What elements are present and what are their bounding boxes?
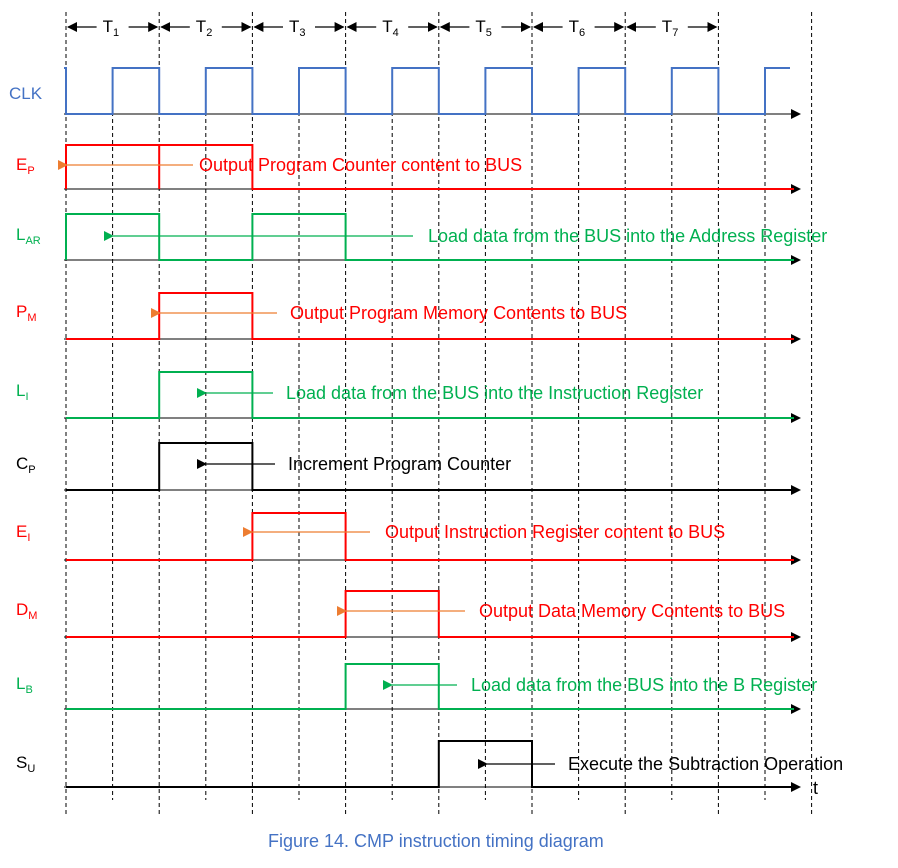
signal-label: CP: [16, 454, 36, 476]
waveform: [66, 663, 794, 710]
period-label: T3: [289, 17, 306, 39]
signal-pm: PM Output Program Memory Contents to BUS: [16, 292, 801, 344]
signal-annotation: Output Program Memory Contents to BUS: [290, 303, 627, 323]
figure-caption: Figure 14. CMP instruction timing diagra…: [268, 831, 604, 851]
waveform: [64, 67, 790, 115]
signal-lar: LAR Load data from the BUS into the Addre…: [16, 213, 827, 265]
period-label: T1: [103, 17, 120, 39]
signal-traces: CLK EP Output Program Counter content to B…: [9, 67, 843, 792]
signal-label: EP: [16, 155, 35, 177]
signal-label: LB: [16, 674, 33, 696]
waveform: [65, 213, 794, 261]
signal-su: SU Execute the Subtraction Operation: [16, 740, 843, 792]
signal-annotation: Load data from the BUS into the B Regist…: [471, 675, 817, 695]
waveform: [66, 371, 794, 419]
signal-label: CLK: [9, 84, 43, 103]
signal-label: EI: [16, 522, 30, 544]
signal-annotation: Output Data Memory Contents to BUS: [479, 601, 785, 621]
period-label: T2: [196, 17, 213, 39]
signal-clk: CLK: [9, 67, 801, 119]
signal-annotation: Output Instruction Register content to B…: [385, 522, 725, 542]
time-axis-label: t: [813, 778, 818, 798]
signal-ei: EI Output Instruction Register content to…: [16, 512, 801, 565]
signal-label: LI: [16, 381, 29, 403]
signal-cp: CP Increment Program Counter: [16, 442, 801, 495]
signal-label: PM: [16, 302, 37, 324]
signal-annotation: Load data from the BUS into the Instruct…: [286, 383, 703, 403]
waveform: [66, 512, 794, 561]
signal-annotation: Increment Program Counter: [288, 454, 511, 474]
signal-annotation: Load data from the BUS into the Address …: [428, 226, 827, 246]
period-label: T5: [475, 17, 492, 39]
period-label: T4: [382, 17, 399, 39]
waveform: [66, 442, 794, 491]
signal-label: DM: [16, 600, 37, 622]
period-label: T6: [569, 17, 586, 39]
signal-dm: DM Output Data Memory Contents to BUS: [16, 590, 801, 642]
signal-annotation: Execute the Subtraction Operation: [568, 754, 843, 774]
signal-label: LAR: [16, 225, 41, 247]
waveform: [65, 144, 794, 190]
signal-ep: EP Output Program Counter content to BUS: [16, 144, 801, 194]
signal-lb: LB Load data from the BUS into the B Regi…: [16, 663, 817, 714]
waveform: [66, 292, 794, 340]
signal-li: LI Load data from the BUS into the Instru…: [16, 371, 801, 423]
period-label: T7: [662, 17, 679, 39]
period-header-row: T1 T2 T3 T4 T5 T6 T7: [67, 17, 718, 39]
waveform: [66, 740, 794, 788]
signal-annotation: Output Program Counter content to BUS: [199, 155, 522, 175]
signal-label: SU: [16, 753, 35, 775]
waveform: [66, 590, 794, 638]
